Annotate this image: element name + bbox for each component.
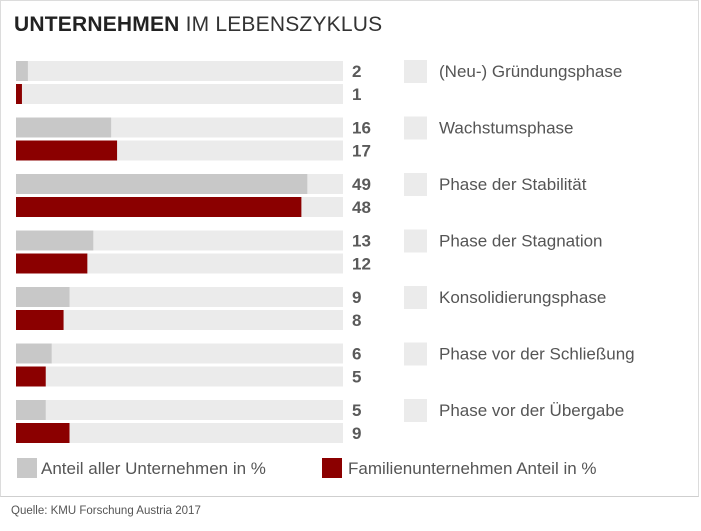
- legend-label: Familienunternehmen Anteil in %: [348, 459, 597, 478]
- value-label: 13: [352, 232, 371, 251]
- bar-track: [16, 343, 343, 364]
- bar-family-companies: [16, 84, 22, 104]
- legend-swatch: [17, 458, 37, 478]
- value-label: 5: [352, 368, 361, 387]
- bar-family-companies: [16, 310, 64, 330]
- category-marker: [404, 286, 427, 309]
- bar-track: [16, 230, 343, 251]
- chart-title-bold: UNTERNEHMEN: [14, 13, 180, 36]
- value-label: 48: [352, 198, 371, 217]
- value-label: 17: [352, 142, 371, 161]
- value-label: 9: [352, 288, 361, 307]
- bar-track: [16, 400, 343, 420]
- bar-family-companies: [16, 423, 70, 443]
- bar-family-companies: [16, 140, 118, 161]
- category-marker: [404, 342, 427, 366]
- bar-chart: 2 1 (Neu-) Gründungsphase 16 17 Wachstumsphas…: [16, 60, 635, 478]
- category-label: (Neu-) Gründungsphase: [439, 62, 622, 81]
- bar-family-companies: [16, 366, 46, 387]
- bar-all-companies: [16, 230, 94, 251]
- value-label: 2: [352, 62, 361, 81]
- category-marker: [404, 229, 427, 253]
- value-label: 9: [352, 424, 361, 443]
- value-label: 8: [352, 311, 361, 330]
- bar-track: [16, 61, 343, 81]
- category-label: Phase vor der Schließung: [439, 345, 635, 364]
- chart-frame: [0, 0, 699, 497]
- category-label: Wachstumsphase: [439, 119, 573, 138]
- category-label: Phase vor der Übergabe: [439, 401, 624, 420]
- category-marker: [404, 116, 427, 140]
- value-label: 49: [352, 175, 371, 194]
- bar-all-companies: [16, 117, 112, 138]
- bar-family-companies: [16, 197, 302, 217]
- bar-all-companies: [16, 61, 28, 81]
- value-label: 12: [352, 255, 371, 274]
- bar-track: [16, 423, 343, 443]
- category-label: Konsolidierungsphase: [439, 288, 606, 307]
- bar-track: [16, 366, 343, 387]
- category-label: Phase der Stabilität: [439, 175, 587, 194]
- bar-all-companies: [16, 287, 70, 307]
- bar-track: [16, 287, 343, 307]
- source-note: Quelle: KMU Forschung Austria 2017: [11, 505, 201, 517]
- value-label: 1: [352, 85, 361, 104]
- value-label: 6: [352, 345, 361, 364]
- value-label: 16: [352, 119, 371, 138]
- category-marker: [404, 60, 427, 83]
- bar-track: [16, 310, 343, 330]
- chart-title-rest: IM LEBENSZYKLUS: [179, 13, 383, 36]
- bar-all-companies: [16, 343, 52, 364]
- bar-all-companies: [16, 400, 46, 420]
- legend-label: Anteil aller Unternehmen in %: [41, 459, 266, 478]
- bar-track: [16, 253, 343, 274]
- bar-track: [16, 84, 343, 104]
- value-label: 5: [352, 401, 361, 420]
- chart-title: UNTERNEHMEN IM LEBENSZYKLUS: [14, 13, 382, 37]
- legend-swatch: [322, 458, 342, 478]
- category-marker: [404, 399, 427, 422]
- bar-all-companies: [16, 174, 308, 194]
- category-marker: [404, 173, 427, 196]
- bar-family-companies: [16, 253, 88, 274]
- category-label: Phase der Stagnation: [439, 232, 603, 251]
